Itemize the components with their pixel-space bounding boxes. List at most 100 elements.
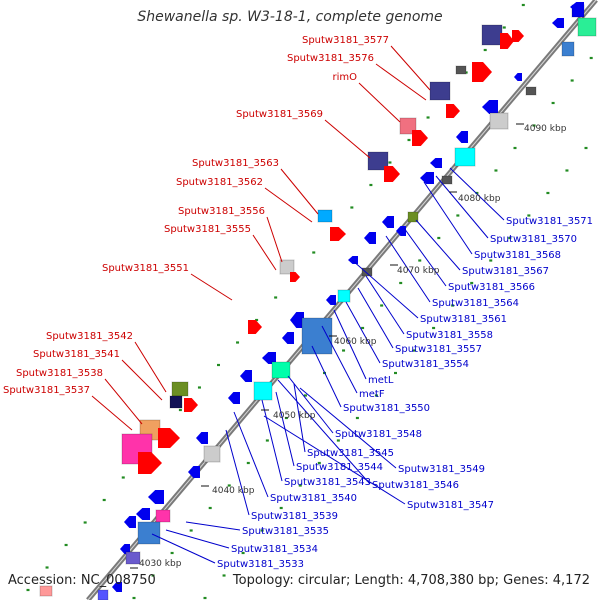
gene-label-right: Sputw3181_3561	[420, 314, 507, 325]
gene-feature	[337, 289, 351, 303]
gene-label-right: Sputw3181_3550	[343, 403, 430, 414]
gene-label-left: Sputw3181_3569	[236, 109, 323, 120]
gene-label-right: Sputw3181_3535	[242, 526, 329, 537]
gene-feature-reverse	[188, 466, 200, 478]
kbp-marker-label: 4070 kbp	[397, 266, 440, 276]
gene-feature-forward	[290, 272, 300, 282]
gene-label-right: Sputw3181_3554	[382, 359, 469, 370]
gene-feature-forward	[512, 30, 524, 42]
gene-feature	[171, 381, 189, 397]
gene-label-right: Sputw3181_3546	[372, 480, 459, 491]
gene-feature	[429, 81, 451, 101]
label-leader	[280, 168, 319, 215]
label-leader	[351, 259, 419, 319]
gene-label-left: Sputw3181_3541	[33, 349, 120, 360]
gene-feature-reverse	[228, 392, 240, 404]
gene-label-right: Sputw3181_3566	[448, 282, 535, 293]
gene-feature	[253, 381, 273, 401]
gene-label-right: Sputw3181_3544	[296, 462, 383, 473]
gene-feature	[271, 361, 291, 379]
gene-feature	[441, 175, 453, 185]
gene-label-left: Sputw3181_3542	[46, 331, 133, 342]
label-leader	[104, 378, 143, 425]
label-leader	[121, 359, 163, 401]
kbp-marker-label: 4060 kbp	[334, 337, 377, 347]
gene-feature-reverse	[124, 516, 136, 528]
label-leader	[233, 411, 269, 498]
gene-feature-reverse	[148, 490, 164, 504]
topology-text: Topology: circular; Length: 4,708,380 bp…	[232, 573, 590, 588]
gene-feature	[455, 65, 467, 75]
label-leader	[299, 387, 397, 469]
gene-label-right: Sputw3181_3547	[407, 500, 494, 511]
gene-label-left: Sputw3181_3551	[102, 263, 189, 274]
label-leader	[261, 399, 283, 482]
label-leader	[375, 63, 427, 101]
gene-label-right: Sputw3181_3549	[398, 464, 485, 475]
gene-feature-reverse	[430, 158, 442, 168]
gene-label-right: Sputw3181_3568	[474, 250, 561, 261]
label-leader	[266, 216, 283, 263]
label-leader	[357, 287, 394, 349]
kbp-marker-label: 4030 kbp	[139, 559, 182, 569]
label-leader	[252, 234, 277, 271]
gene-feature	[203, 445, 221, 463]
label-leader	[151, 533, 216, 564]
gene-feature-reverse	[570, 2, 584, 12]
gene-feature-forward	[384, 166, 400, 182]
gene-feature-forward	[472, 62, 492, 82]
gene-label-right: Sputw3181_3534	[231, 544, 318, 555]
label-leader	[190, 273, 233, 301]
gene-feature-reverse	[290, 312, 304, 328]
gene-feature-reverse	[282, 332, 294, 344]
label-leader	[134, 341, 167, 393]
label-leader	[225, 429, 250, 516]
gene-feature	[367, 151, 389, 171]
gene-labels: Sputw3181_3577 Sputw3181_3576 rimO Sputw318…	[3, 35, 593, 570]
gene-label-right: Sputw3181_3545	[307, 448, 394, 459]
gene-feature	[525, 86, 537, 96]
gene-feature	[489, 112, 509, 130]
gene-feature-reverse	[420, 172, 434, 184]
gene-label-right: Sputw3181_3558	[406, 330, 493, 341]
gene-feature-reverse	[326, 295, 336, 305]
gene-label-right: metF	[359, 389, 385, 400]
gene-feature-forward	[248, 320, 262, 334]
gene-feature-reverse	[262, 352, 276, 364]
kbp-marker-label: 4050 kbp	[273, 411, 316, 421]
label-leader	[415, 219, 461, 271]
gene-feature-reverse	[396, 226, 406, 236]
gene-feature-forward	[184, 398, 198, 412]
label-leader	[423, 181, 473, 255]
gene-feature	[279, 259, 295, 275]
label-leader	[185, 521, 241, 531]
gene-label-right: Sputw3181_3533	[217, 559, 304, 570]
gene-label-right: Sputw3181_3571	[506, 216, 593, 227]
gene-feature-forward	[500, 33, 514, 49]
gene-label-left: Sputw3181_3538	[16, 368, 103, 379]
gene-feature	[481, 24, 503, 46]
gene-feature-reverse	[240, 370, 252, 382]
label-leader	[321, 325, 358, 394]
gene-label-right: Sputw3181_3567	[462, 266, 549, 277]
gene-feature	[169, 395, 183, 409]
gene-feature-reverse	[456, 131, 468, 143]
gene-feature-reverse	[382, 216, 394, 228]
label-leader	[263, 415, 406, 505]
gene-label-right: Sputw3181_3570	[490, 234, 577, 245]
label-leader	[264, 187, 313, 223]
label-leader	[403, 227, 447, 287]
gene-feature	[137, 521, 161, 545]
gene-label-left: Sputw3181_3556	[178, 206, 265, 217]
label-leader-lines	[91, 45, 505, 564]
gene-feature	[407, 211, 419, 223]
gene-label-left: Sputw3181_3537	[3, 385, 90, 396]
gene-feature	[155, 509, 171, 523]
label-leader	[390, 45, 431, 91]
gene-label-right: Sputw3181_3557	[395, 344, 482, 355]
label-leader	[385, 235, 431, 303]
gene-feature	[125, 551, 141, 565]
gene-feature	[39, 585, 53, 597]
